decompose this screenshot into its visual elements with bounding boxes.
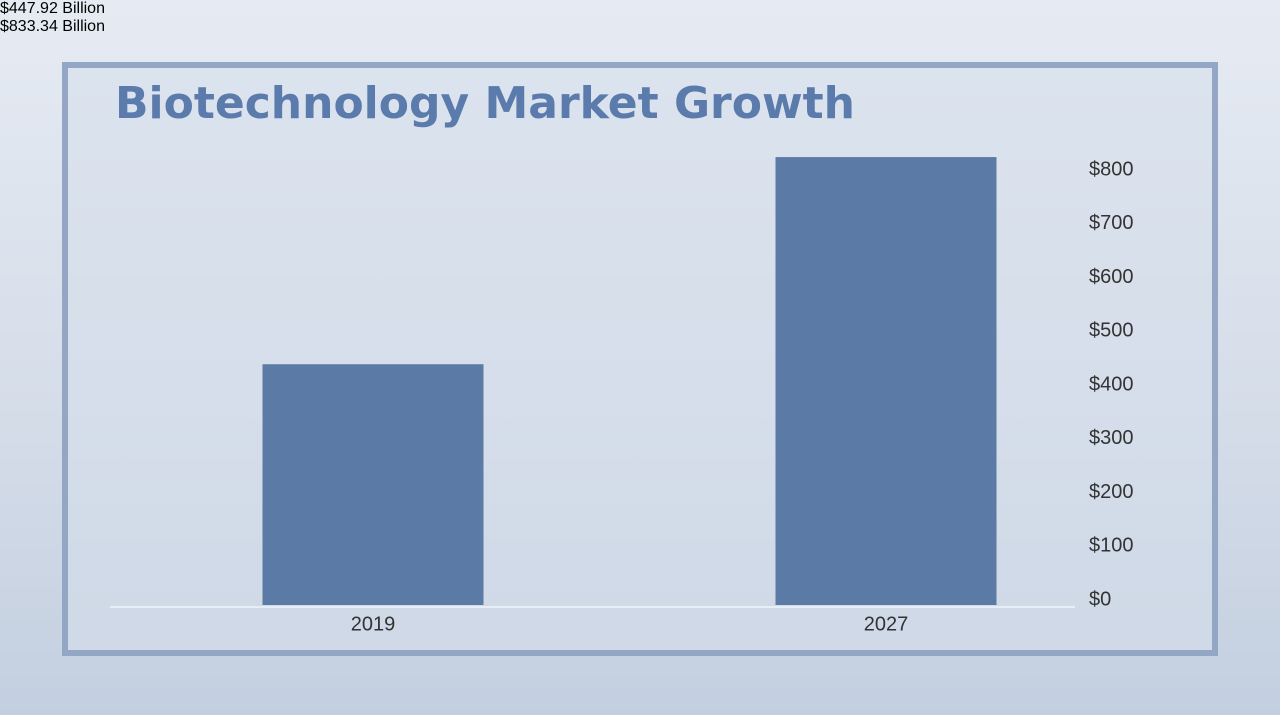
y-tick-label: $400 xyxy=(1089,373,1134,395)
bar xyxy=(775,157,997,605)
y-tick-label: $600 xyxy=(1089,266,1134,288)
bar xyxy=(262,364,484,605)
value-label: $447.92 Billion xyxy=(0,0,105,17)
x-tick-label: 2019 xyxy=(351,613,396,635)
y-tick-label: $100 xyxy=(1089,535,1134,557)
x-tick-label: 2027 xyxy=(864,613,909,635)
y-tick-label: $200 xyxy=(1089,481,1134,503)
y-tick-label: $300 xyxy=(1089,427,1134,449)
chart-title: Biotechnology Market Growth xyxy=(115,78,855,129)
y-tick-label: $800 xyxy=(1089,158,1134,180)
y-tick-label: $700 xyxy=(1089,212,1134,234)
chart-panel xyxy=(62,62,1218,656)
y-tick-label: $0 xyxy=(1089,588,1111,610)
y-tick-label: $500 xyxy=(1089,320,1134,342)
value-label: $833.34 Billion xyxy=(0,18,105,35)
